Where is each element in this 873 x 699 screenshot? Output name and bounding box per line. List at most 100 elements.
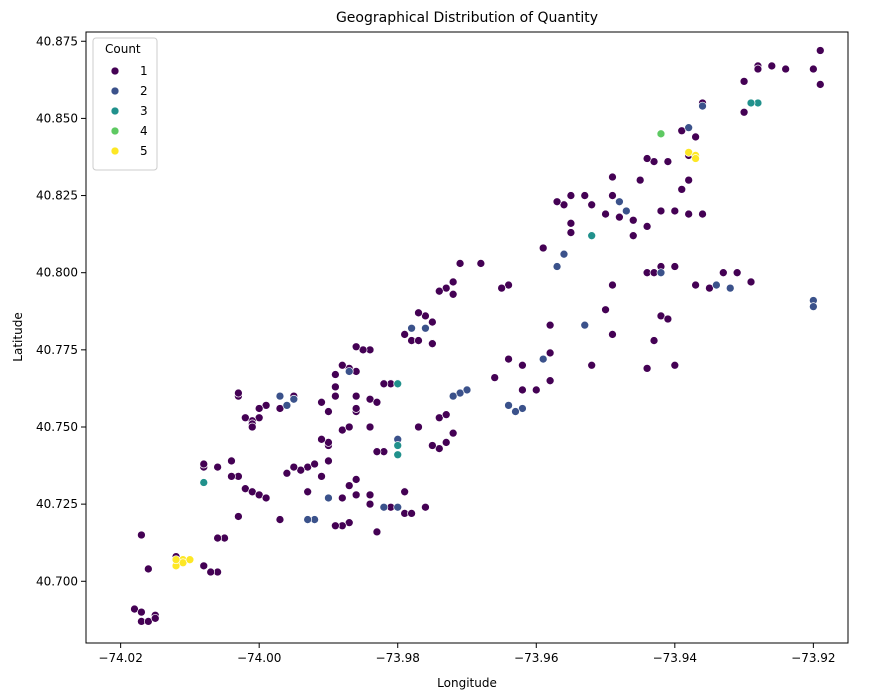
data-point-count-1 (379, 379, 389, 389)
data-point-count-1 (732, 268, 742, 278)
data-point-count-1 (642, 154, 652, 163)
x-tick-label: −73.98 (376, 651, 420, 665)
data-point-count-1 (240, 413, 250, 423)
data-point-count-1 (351, 404, 361, 413)
y-tick-label: 40.875 (36, 34, 78, 48)
data-point-count-1 (656, 206, 666, 216)
data-point-count-1 (815, 80, 825, 89)
legend-label: 2 (140, 84, 148, 98)
data-point-count-1 (476, 259, 486, 268)
data-point-count-1 (317, 397, 326, 407)
y-tick-label: 40.825 (36, 189, 78, 203)
data-point-count-1 (137, 607, 146, 617)
data-point-count-1 (227, 472, 236, 481)
x-tick-label: −73.94 (653, 651, 697, 665)
data-point-count-2 (421, 323, 430, 333)
data-point-count-2 (379, 502, 389, 512)
data-point-count-1 (324, 456, 333, 466)
data-point-count-3 (746, 98, 756, 108)
data-point-count-1 (282, 468, 292, 478)
data-point-count-1 (213, 533, 222, 543)
data-point-count-1 (337, 493, 347, 503)
data-point-count-1 (351, 475, 361, 484)
legend-marker (110, 86, 120, 96)
y-tick-label: 40.850 (36, 111, 78, 125)
data-point-count-1 (642, 222, 652, 231)
data-point-count-1 (344, 422, 354, 432)
data-point-count-1 (718, 268, 728, 278)
data-point-count-1 (608, 172, 617, 182)
data-point-count-2 (504, 401, 513, 410)
data-point-count-1 (247, 422, 257, 432)
data-point-count-1 (580, 191, 590, 200)
data-point-count-1 (428, 339, 437, 349)
data-point-count-2 (289, 394, 299, 404)
data-point-count-2 (407, 323, 416, 333)
x-tick-label: −74.00 (237, 651, 281, 665)
data-point-count-1 (677, 185, 687, 194)
data-point-count-1 (150, 613, 160, 623)
x-axis-label: Longitude (437, 676, 497, 690)
data-point-count-1 (691, 280, 700, 290)
data-point-count-1 (365, 422, 375, 432)
data-point-count-1 (234, 512, 243, 521)
y-tick-label: 40.775 (36, 343, 78, 357)
data-point-count-1 (400, 330, 410, 339)
data-point-count-1 (518, 385, 527, 395)
legend-label: 5 (140, 144, 148, 158)
data-point-count-2 (684, 123, 694, 133)
data-point-count-1 (781, 64, 791, 74)
legend-title: Count (105, 42, 141, 56)
data-point-count-1 (234, 388, 243, 398)
data-point-count-1 (670, 360, 680, 370)
data-point-count-2 (275, 391, 285, 401)
data-point-count-1 (441, 410, 451, 419)
data-point-count-1 (601, 305, 610, 315)
data-point-count-1 (254, 404, 264, 413)
data-point-count-1 (698, 209, 707, 219)
data-point-count-1 (206, 567, 216, 577)
data-point-count-1 (331, 370, 340, 379)
data-point-count-1 (331, 382, 340, 392)
data-point-count-1 (587, 200, 597, 210)
data-point-count-1 (317, 472, 326, 481)
data-point-count-1 (739, 107, 749, 117)
data-point-count-1 (428, 317, 437, 327)
data-point-count-1 (615, 212, 624, 222)
plot-area (85, 31, 849, 644)
data-point-count-1 (490, 373, 500, 382)
data-point-count-3 (393, 441, 403, 450)
data-point-count-1 (628, 215, 638, 225)
y-tick-label: 40.725 (36, 497, 78, 511)
y-axis-label: Latitude (11, 312, 25, 361)
data-point-count-1 (372, 397, 382, 407)
legend-marker (110, 126, 120, 136)
data-point-count-1 (372, 527, 382, 537)
data-point-count-1 (815, 46, 825, 55)
data-point-count-1 (518, 360, 527, 370)
data-point-count-1 (608, 330, 617, 339)
data-point-count-1 (213, 462, 222, 472)
data-point-count-1 (434, 286, 444, 296)
data-point-count-1 (261, 493, 271, 503)
data-point-count-1 (310, 459, 319, 469)
data-point-count-1 (275, 515, 285, 524)
data-points (130, 46, 825, 626)
legend-marker (110, 146, 120, 156)
x-tick-label: −73.96 (514, 651, 558, 665)
data-point-count-2 (621, 206, 631, 216)
data-point-count-2 (393, 502, 403, 512)
data-point-count-1 (545, 320, 555, 330)
legend-marker (110, 66, 120, 76)
data-point-count-1 (504, 354, 513, 364)
data-point-count-2 (511, 407, 520, 416)
data-point-count-1 (684, 175, 694, 185)
data-point-count-1 (566, 191, 576, 200)
data-point-count-1 (545, 348, 555, 358)
data-point-count-1 (448, 428, 458, 438)
data-point-count-1 (753, 64, 763, 74)
legend-marker (110, 106, 120, 116)
data-point-count-1 (670, 206, 680, 216)
data-point-count-5 (691, 154, 700, 163)
data-point-count-1 (552, 197, 562, 207)
